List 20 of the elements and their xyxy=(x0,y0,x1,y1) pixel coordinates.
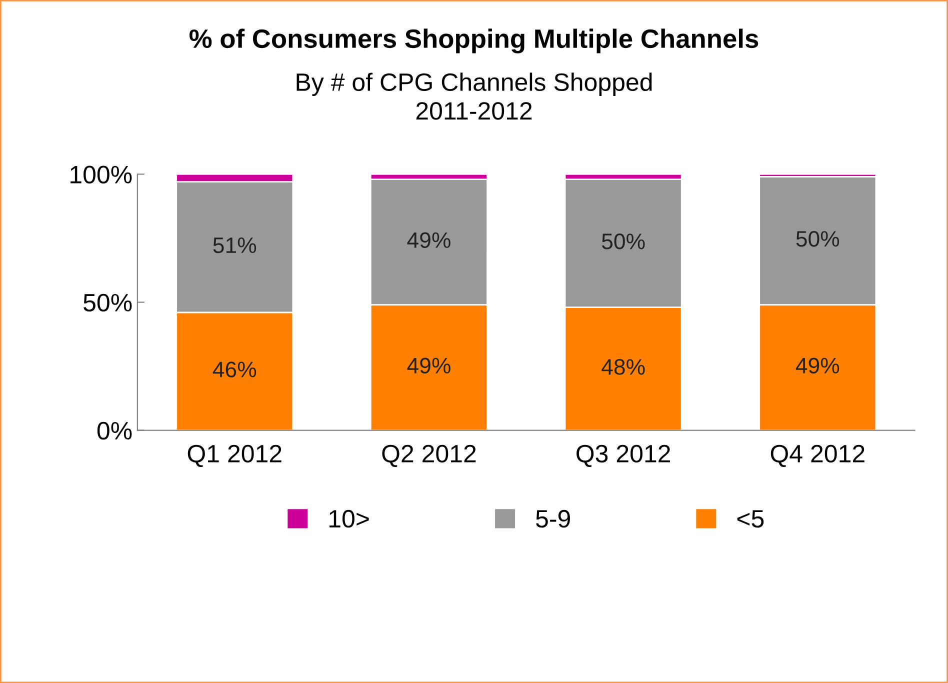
data-label: 50% xyxy=(602,234,645,250)
data-label: 49% xyxy=(796,358,840,374)
x-tick-label: Q2 2012 xyxy=(382,444,476,468)
x-tick-label: Q3 2012 xyxy=(576,444,670,468)
x-tick-label: Q1 2012 xyxy=(188,444,282,468)
chart-subtitle: By # of CPG Channels Shopped 2011-2012 xyxy=(296,72,652,120)
y-tick-label: 100% xyxy=(70,166,132,184)
data-label: 49% xyxy=(407,358,450,374)
legend-label: 5-9 xyxy=(536,510,570,528)
legend-label: <5 xyxy=(737,510,764,528)
chart-title: % of Consumers Shopping Multiple Channels xyxy=(190,28,758,54)
y-tick-label: 0% xyxy=(97,422,132,440)
data-label: 51% xyxy=(213,237,256,254)
data-label: 46% xyxy=(212,362,256,378)
data-label: 49% xyxy=(407,232,450,248)
legend-label: 10> xyxy=(330,510,369,528)
x-tick-label: Q4 2012 xyxy=(770,444,864,468)
data-label: 48% xyxy=(602,359,645,375)
data-label: 50% xyxy=(796,230,840,247)
y-tick-label: 50% xyxy=(84,294,132,312)
